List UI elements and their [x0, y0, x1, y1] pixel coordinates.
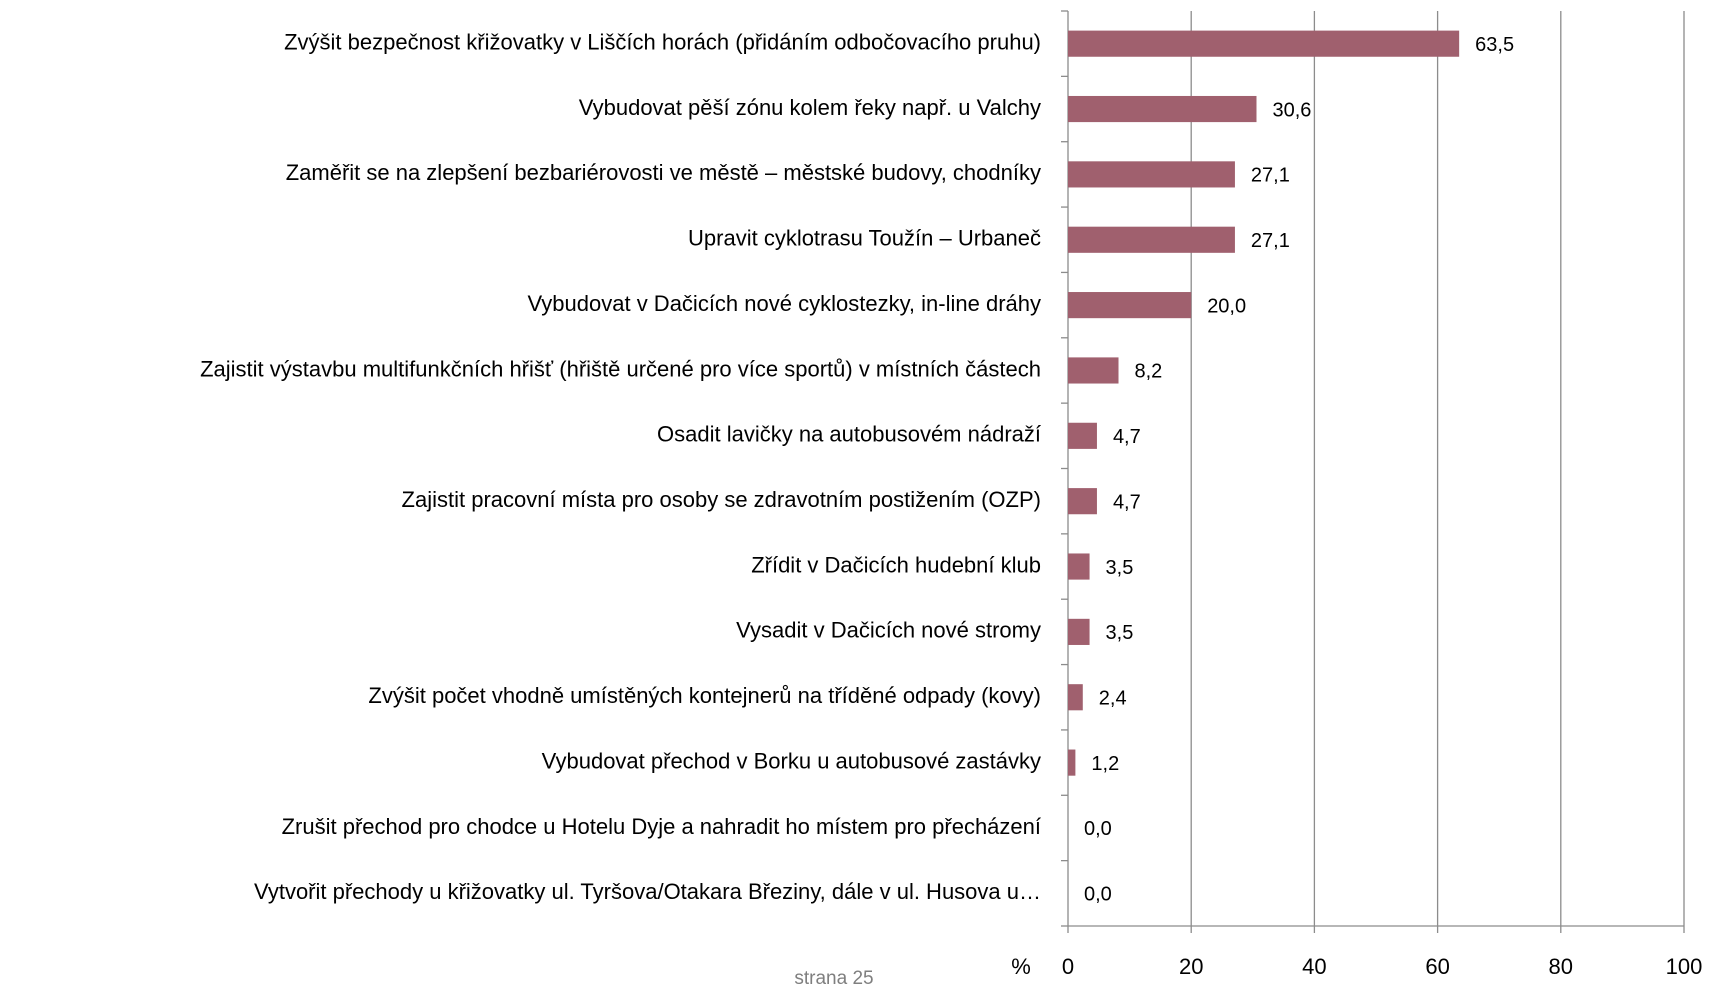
bar — [1068, 488, 1097, 515]
value-label: 4,7 — [1113, 491, 1141, 513]
x-tick-label: 0 — [1062, 954, 1074, 979]
y-tick-label: Vytvořit přechody u křižovatky ul. Tyršo… — [254, 879, 1041, 904]
bar — [1068, 292, 1192, 319]
bar — [1068, 684, 1083, 711]
x-tick-label: 100 — [1666, 954, 1703, 979]
y-tick-label: Vybudovat v Dačicích nové cyklostezky, i… — [527, 291, 1041, 316]
value-label: 27,1 — [1251, 230, 1290, 252]
value-label: 1,2 — [1091, 753, 1119, 775]
x-tick-label: 40 — [1302, 954, 1326, 979]
bar — [1068, 553, 1090, 580]
value-label: 8,2 — [1135, 361, 1163, 383]
bar — [1068, 618, 1090, 645]
value-label: 0,0 — [1084, 818, 1112, 840]
y-tick-label: Zřídit v Dačicích hudební klub — [751, 552, 1041, 577]
bar — [1068, 422, 1097, 449]
y-tick-label: Vysadit v Dačicích nové stromy — [736, 618, 1041, 643]
x-axis-label: % — [1011, 954, 1031, 979]
value-label: 4,7 — [1113, 426, 1141, 448]
bar — [1068, 30, 1460, 57]
page-footer: strana 25 — [794, 968, 873, 989]
y-tick-label: Zajistit výstavbu multifunkčních hřišť (… — [200, 356, 1041, 381]
y-tick-label: Vybudovat přechod v Borku u autobusové z… — [542, 748, 1041, 773]
x-tick-label: 20 — [1179, 954, 1203, 979]
bar — [1068, 749, 1076, 776]
bar — [1068, 161, 1235, 188]
x-tick-label: 80 — [1549, 954, 1573, 979]
value-label: 0,0 — [1084, 884, 1112, 906]
value-label: 20,0 — [1207, 295, 1246, 317]
value-label: 63,5 — [1475, 34, 1514, 56]
y-tick-label: Zaměřit se na zlepšení bezbariérovosti v… — [286, 160, 1041, 185]
y-tick-label: Zvýšit bezpečnost křižovatky v Liščích h… — [284, 29, 1041, 54]
value-label: 2,4 — [1099, 688, 1127, 710]
y-tick-label: Zvýšit počet vhodně umístěných kontejner… — [368, 683, 1041, 708]
y-tick-label: Upravit cyklotrasu Toužín – Urbaneč — [688, 226, 1041, 251]
y-tick-label: Zajistit pracovní místa pro osoby se zdr… — [402, 487, 1041, 512]
value-label: 3,5 — [1106, 622, 1134, 644]
value-label: 30,6 — [1272, 99, 1311, 121]
y-tick-label: Osadit lavičky na autobusovém nádraží — [657, 422, 1041, 447]
bar — [1068, 357, 1119, 384]
bar — [1068, 226, 1235, 253]
value-label: 27,1 — [1251, 165, 1290, 187]
x-tick-label: 60 — [1425, 954, 1449, 979]
y-tick-label: Zrušit přechod pro chodce u Hotelu Dyje … — [282, 814, 1041, 839]
bar — [1068, 95, 1257, 123]
y-tick-label: Vybudovat pěší zónu kolem řeky např. u V… — [579, 95, 1041, 120]
value-label: 3,5 — [1106, 557, 1134, 579]
